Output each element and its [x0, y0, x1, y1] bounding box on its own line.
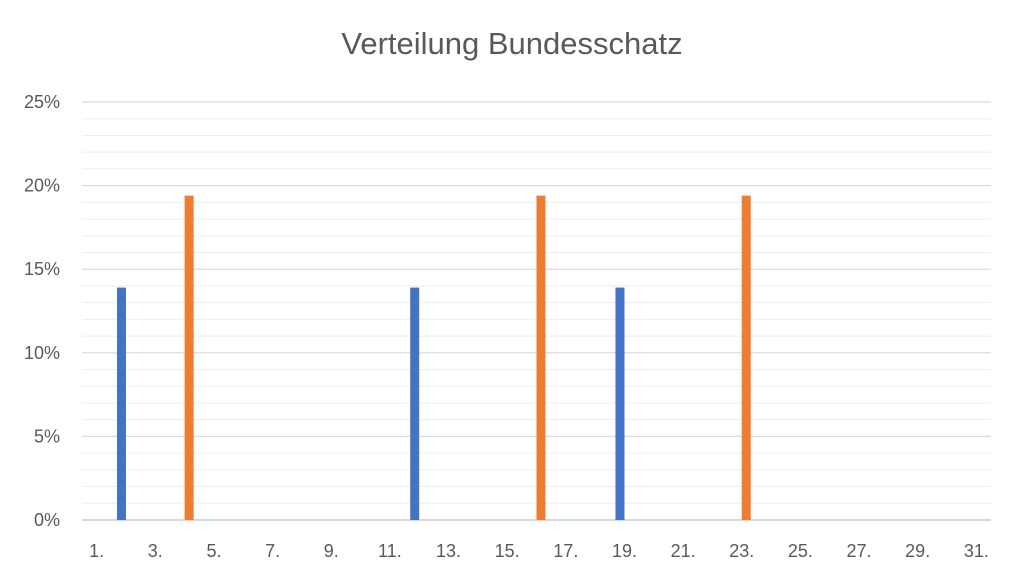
x-tick-label: 31. [964, 541, 989, 561]
x-tick-label: 19. [612, 541, 637, 561]
y-tick-label: 10% [24, 343, 60, 363]
x-tick-label: 21. [671, 541, 696, 561]
x-tick-label: 9. [324, 541, 339, 561]
x-tick-label: 3. [148, 541, 163, 561]
x-tick-label: 25. [788, 541, 813, 561]
bar [615, 287, 625, 520]
y-tick-label: 0% [34, 510, 60, 530]
x-tick-label: 5. [206, 541, 221, 561]
bar [410, 287, 420, 520]
x-tick-label: 11. [378, 541, 402, 561]
bar [536, 195, 546, 520]
bar [741, 195, 751, 520]
y-tick-label: 25% [24, 92, 60, 112]
y-tick-label: 15% [24, 259, 60, 279]
x-tick-label: 1. [89, 541, 104, 561]
x-tick-label: 13. [436, 541, 461, 561]
y-tick-label: 20% [24, 176, 60, 196]
x-tick-label: 15. [495, 541, 520, 561]
x-tick-label: 7. [265, 541, 280, 561]
bar [184, 195, 194, 520]
y-tick-label: 5% [34, 426, 60, 446]
x-tick-label: 27. [847, 541, 872, 561]
x-tick-label: 29. [905, 541, 930, 561]
x-tick-label: 23. [729, 541, 754, 561]
chart-title: Verteilung Bundesschatz [341, 26, 683, 61]
x-tick-label: 17. [553, 541, 578, 561]
bar [116, 287, 126, 520]
